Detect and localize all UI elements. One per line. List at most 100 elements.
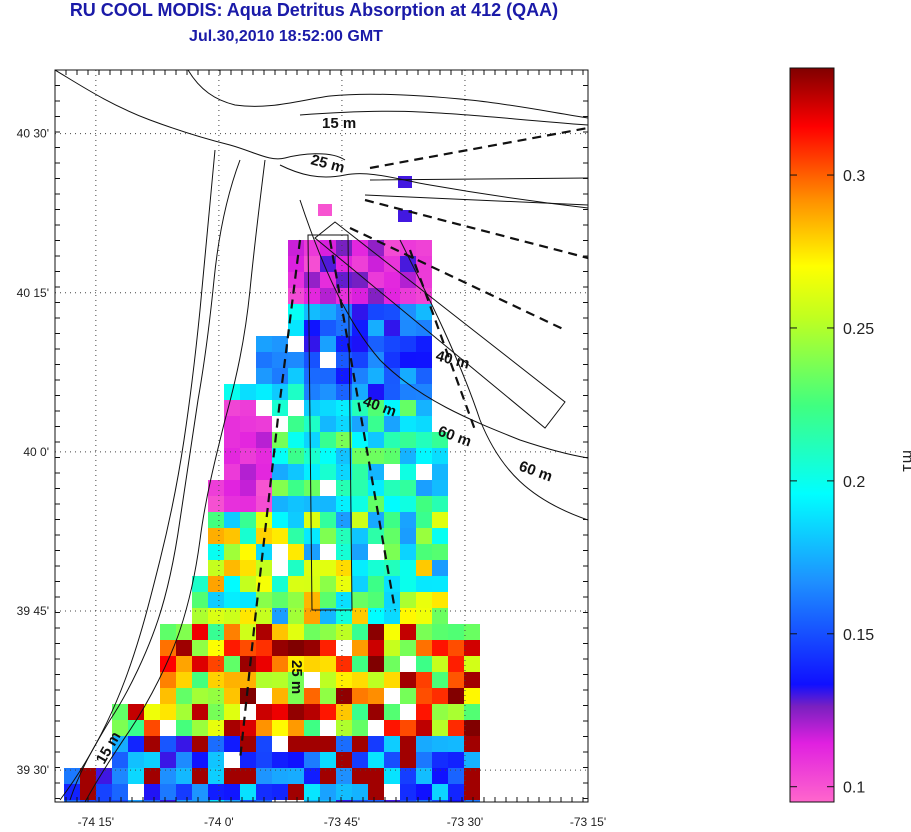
data-pixel [224,736,240,752]
data-pixel [224,512,240,528]
data-pixel [384,416,400,432]
detritus-absorption-pixels [64,176,480,802]
data-pixel [320,624,336,640]
data-pixel [288,720,304,736]
data-pixel [448,720,464,736]
data-pixel [256,560,272,576]
data-pixel [224,496,240,512]
data-pixel [416,752,432,768]
data-pixel [400,432,416,448]
data-pixel [384,400,400,416]
data-pixel [224,640,240,656]
data-pixel [240,624,256,640]
data-pixel [320,272,336,288]
data-pixel [304,656,320,672]
data-pixel [400,688,416,704]
data-pixel [320,688,336,704]
data-pixel [208,672,224,688]
data-pixel [208,784,224,800]
map-frame [54,69,589,803]
data-pixel [416,560,432,576]
data-pixel [320,384,336,400]
data-pixel [320,656,336,672]
data-pixel [128,752,144,768]
data-pixel [432,640,448,656]
data-pixel [176,800,192,802]
data-pixel [352,672,368,688]
data-pixel [304,640,320,656]
data-pixel [464,672,480,688]
data-pixel [368,336,384,352]
data-pixel [192,608,208,624]
data-pixel [352,784,368,800]
data-pixel [256,656,272,672]
data-pixel [416,672,432,688]
data-pixel [208,592,224,608]
data-pixel [176,736,192,752]
data-pixel [224,768,240,784]
data-pixel [224,720,240,736]
data-pixel [448,752,464,768]
data-pixel [320,320,336,336]
data-pixel [384,480,400,496]
data-pixel [336,592,352,608]
data-pixel [272,608,288,624]
data-pixel [336,560,352,576]
data-pixel [304,608,320,624]
data-pixel [176,672,192,688]
data-pixel [384,336,400,352]
data-pixel [160,736,176,752]
data-pixel [432,704,448,720]
data-pixel [256,784,272,800]
data-pixel [240,400,256,416]
data-pixel [352,528,368,544]
data-pixel [128,736,144,752]
contour-15m [299,110,588,126]
data-pixel [336,240,352,256]
data-pixel [304,496,320,512]
data-pixel [192,688,208,704]
data-pixel [192,624,208,640]
data-pixel [352,464,368,480]
data-pixel [416,528,432,544]
data-pixel [160,704,176,720]
data-pixel [192,720,208,736]
x-tick-label: -73 30' [447,815,483,829]
data-pixel [352,736,368,752]
colorbar [789,67,835,803]
data-pixel [208,624,224,640]
data-pixel [352,592,368,608]
data-pixel [384,640,400,656]
data-pixel [384,736,400,752]
coastline-long-island [187,70,588,119]
data-pixel [416,688,432,704]
data-pixel [352,336,368,352]
data-pixel [384,544,400,560]
data-pixel [400,304,416,320]
data-pixel [240,480,256,496]
data-pixel [352,544,368,560]
data-pixel [64,768,80,784]
data-pixel [288,528,304,544]
data-pixel [352,720,368,736]
data-pixel [448,736,464,752]
data-pixel [224,704,240,720]
data-pixel [208,704,224,720]
data-pixel [416,576,432,592]
data-pixel [288,464,304,480]
y-tick-label: 40 0' [23,445,49,459]
data-pixel [336,704,352,720]
data-pixel [320,368,336,384]
data-pixel [240,608,256,624]
y-tick-label: 40 15' [17,286,49,300]
dashed-line-ne-1 [369,126,588,170]
data-pixel [224,688,240,704]
data-pixel [240,784,256,800]
data-pixel [336,736,352,752]
coastline-mainland [59,149,216,801]
data-pixel [272,464,288,480]
data-pixel [208,528,224,544]
data-pixel [384,752,400,768]
data-pixel [432,528,448,544]
map-ticks [54,69,588,802]
